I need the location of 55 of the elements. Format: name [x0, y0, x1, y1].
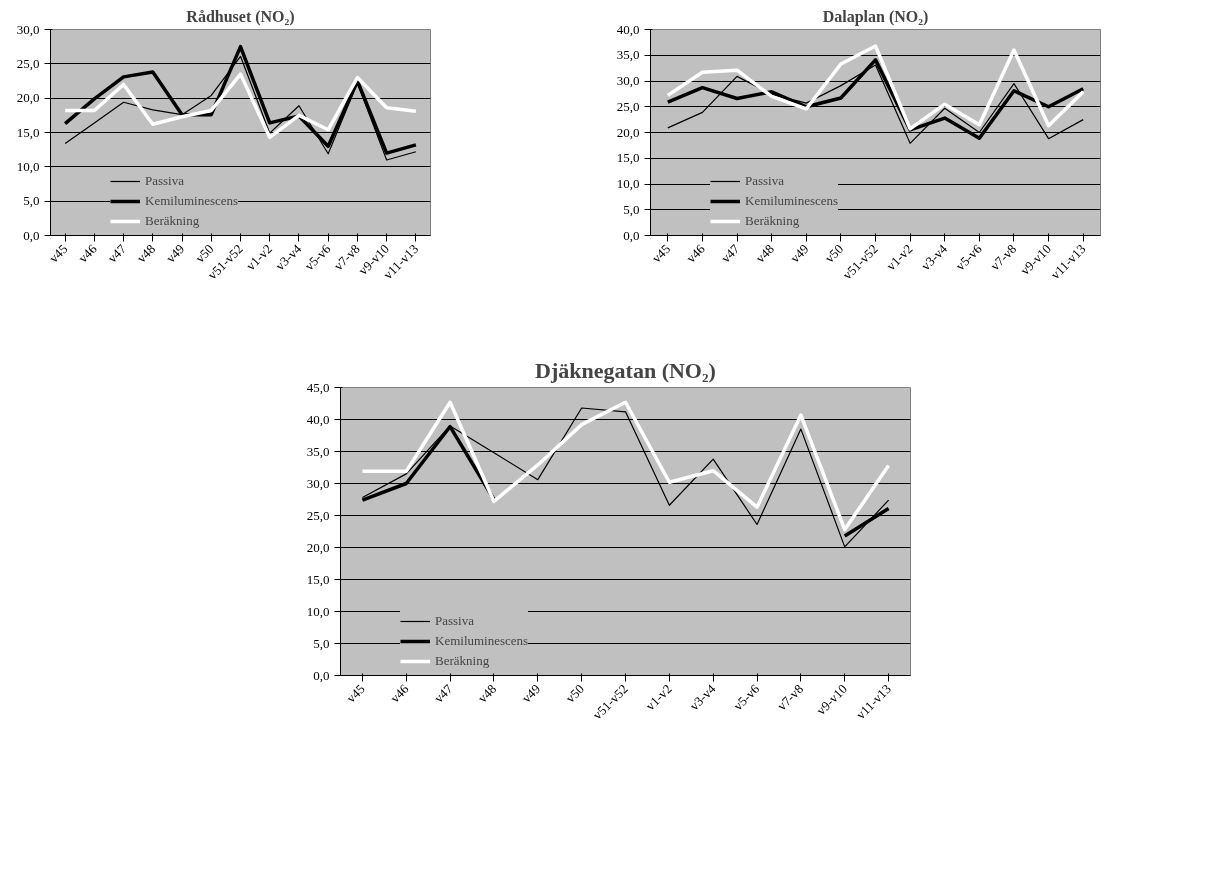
chart-title: Dalaplan (NO₂)	[822, 7, 929, 26]
y-tick-label: 15,0	[306, 571, 330, 587]
x-tick-label: v50	[821, 241, 847, 266]
y-tick-label: 5,0	[313, 635, 330, 651]
x-tick-label: v48	[752, 241, 777, 266]
x-tick-label: v47	[431, 680, 456, 706]
y-tick-label: 20,0	[306, 539, 330, 555]
y-tick-label: 15,0	[16, 124, 40, 140]
legend-label: Beräkning	[145, 213, 200, 229]
y-tick-label: 5,0	[623, 201, 640, 217]
y-tick-label: 0,0	[313, 667, 330, 683]
y-tick-label: 15,0	[616, 150, 640, 166]
y-tick-label: 10,0	[306, 603, 330, 619]
x-tick-label: v49	[162, 241, 188, 266]
x-tick-label: v45	[46, 241, 71, 266]
y-tick-label: 0,0	[623, 227, 640, 243]
y-tick-label: 35,0	[616, 47, 640, 63]
y-tick-label: 25,0	[616, 98, 640, 114]
y-tick-label: 30,0	[306, 475, 330, 491]
y-tick-label: 20,0	[16, 90, 40, 106]
y-tick-label: 0,0	[23, 227, 40, 243]
x-tick-label: v49	[518, 681, 544, 706]
y-tick-label: 25,0	[306, 507, 330, 523]
y-tick-label: 10,0	[16, 158, 40, 174]
legend-label: Passiva	[745, 173, 784, 189]
y-tick-label: 25,0	[16, 55, 40, 71]
legend-label: Kemiluminescens	[145, 193, 239, 209]
x-tick-label: v48	[133, 241, 159, 266]
x-tick-label: v46	[75, 240, 100, 266]
y-tick-label: 30,0	[16, 21, 40, 37]
x-tick-label: v46	[683, 240, 709, 266]
x-tick-label: v48	[474, 681, 500, 706]
x-tick-label: v47	[717, 240, 743, 266]
y-tick-label: 40,0	[306, 411, 330, 427]
x-tick-label: v49	[787, 241, 812, 266]
x-tick-label: v46	[387, 680, 412, 706]
x-tick-label: v45	[648, 241, 674, 266]
legend-label: Beräkning	[435, 653, 490, 669]
x-tick-label: v50	[562, 681, 587, 706]
y-tick-label: 30,0	[616, 73, 640, 88]
x-tick-label: v45	[343, 681, 368, 706]
y-tick-label: 40,0	[616, 21, 640, 37]
legend-label: Passiva	[145, 173, 184, 189]
y-tick-label: 5,0	[23, 193, 40, 209]
y-tick-label: 20,0	[616, 124, 640, 140]
legend-label: Beräkning	[745, 213, 800, 229]
chart-title: Djäknegatan (NO₂)	[535, 357, 716, 383]
y-tick-label: 35,0	[306, 443, 330, 459]
y-tick-label: 10,0	[616, 176, 640, 191]
legend-label: Kemiluminescens	[745, 193, 839, 209]
y-tick-label: 45,0	[306, 379, 330, 395]
x-tick-label: v47	[104, 240, 130, 266]
chart-title: Rådhuset (NO₂)	[186, 7, 295, 26]
legend-label: Kemiluminescens	[435, 633, 529, 649]
legend-label: Passiva	[435, 613, 474, 629]
